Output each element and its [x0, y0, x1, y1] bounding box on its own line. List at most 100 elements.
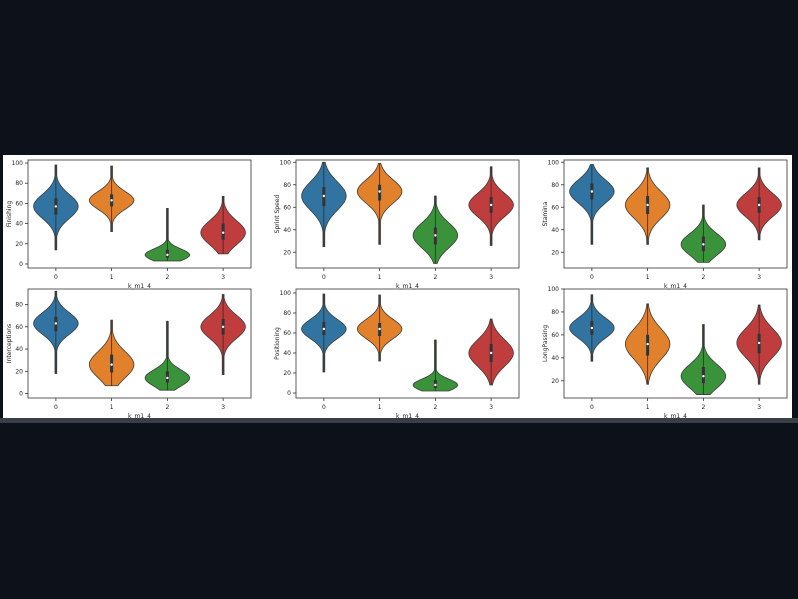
x-tick-label: 1: [646, 404, 650, 411]
y-tick-label: 60: [283, 330, 291, 337]
x-tick-label: 1: [646, 274, 650, 281]
y-axis-label: Positioning: [274, 327, 281, 360]
y-tick-label: 40: [283, 350, 291, 357]
median-marker-cat-2: [702, 243, 705, 246]
x-tick-label: 2: [433, 274, 437, 281]
x-tick-label: 0: [322, 404, 326, 411]
median-marker-cat-0: [590, 326, 594, 330]
y-tick-label: 100: [548, 159, 560, 166]
x-axis-label: k_m1_4: [128, 283, 151, 290]
median-marker-cat-3: [221, 325, 225, 329]
x-tick-label: 3: [221, 404, 225, 411]
x-tick-label: 0: [590, 404, 594, 411]
median-marker-cat-1: [110, 199, 113, 202]
y-tick-label: 60: [15, 200, 23, 207]
x-tick-label: 1: [110, 404, 114, 411]
figure-bottom-border: [0, 418, 798, 423]
y-tick-label: 40: [283, 227, 291, 234]
x-axis-label: k_m1_4: [396, 283, 419, 290]
y-tick-label: 20: [551, 249, 559, 256]
x-tick-label: 2: [165, 274, 169, 281]
y-tick-label: 20: [283, 370, 291, 377]
median-marker-cat-1: [378, 327, 381, 331]
median-marker-cat-0: [590, 190, 594, 193]
x-tick-label: 0: [590, 274, 594, 281]
x-tick-label: 3: [489, 274, 493, 281]
y-tick-label: 40: [551, 355, 559, 362]
median-marker-cat-2: [434, 383, 437, 387]
y-tick-label: 40: [551, 227, 559, 234]
axes-frame: [27, 159, 252, 269]
axes-frame: [27, 288, 252, 399]
median-marker-cat-0: [322, 327, 326, 331]
y-tick-label: 60: [283, 204, 291, 211]
subplot-finishing: 0 20 40 60 80 100 0 1 2 3 k_m1_4 Finishing: [6, 159, 252, 290]
median-marker-cat-1: [110, 363, 113, 366]
y-axis-label: Finishing: [6, 201, 13, 228]
axes-frame: [563, 288, 788, 399]
y-tick-label: 80: [15, 302, 23, 309]
x-tick-label: 1: [378, 274, 382, 281]
median-marker-cat-1: [646, 203, 649, 207]
subplot-longpassing: 20 40 60 80 100 0 1 2 3 k_m1_4 LongPassing: [542, 286, 788, 420]
x-tick-label: 2: [701, 274, 705, 281]
median-marker-cat-0: [54, 322, 58, 325]
subplot-interceptions: 0 20 40 60 80 0 1 2 3 k_m1_4 Interceptions: [6, 288, 252, 420]
x-tick-label: 1: [110, 274, 114, 281]
y-axis-label: LongPassing: [542, 325, 549, 362]
median-marker-cat-2: [434, 234, 437, 237]
x-axis-label: k_m1_4: [128, 413, 151, 418]
y-tick-label: 100: [548, 286, 560, 293]
y-tick-label: 0: [19, 261, 23, 268]
y-tick-label: 60: [551, 204, 559, 211]
axes-frame: [295, 288, 520, 399]
y-tick-label: 60: [551, 332, 559, 339]
x-axis-label: k_m1_4: [664, 413, 687, 418]
y-tick-label: 80: [551, 182, 559, 189]
x-tick-label: 0: [54, 404, 58, 411]
x-tick-label: 0: [54, 274, 58, 281]
median-marker-cat-3: [757, 341, 761, 345]
y-tick-label: 40: [15, 221, 23, 228]
median-marker-cat-1: [378, 190, 381, 193]
x-tick-label: 2: [165, 404, 169, 411]
subplot-positioning: 0 20 40 60 80 100 0 1 2 3 k_m1_4 Positioning: [274, 288, 520, 420]
y-tick-label: 0: [19, 391, 23, 398]
y-tick-label: 80: [283, 310, 291, 317]
y-tick-label: 20: [15, 368, 23, 375]
x-tick-label: 1: [378, 404, 382, 411]
median-marker-cat-0: [54, 205, 58, 208]
figure-canvas: 0 20 40 60 80 100 0 1 2 3 k_m1_4 Finishing 20 40 60 80 1…: [3, 155, 792, 420]
median-marker-cat-3: [489, 351, 493, 355]
axes-frame: [563, 159, 788, 269]
y-tick-label: 80: [283, 182, 291, 189]
median-marker-cat-3: [221, 231, 225, 234]
y-tick-label: 20: [15, 241, 23, 248]
x-tick-label: 2: [701, 404, 705, 411]
y-tick-label: 0: [287, 390, 291, 397]
median-marker-cat-1: [646, 342, 649, 346]
median-marker-cat-3: [489, 203, 493, 207]
y-tick-label: 100: [12, 160, 24, 167]
median-marker-cat-2: [166, 376, 169, 380]
median-marker-cat-2: [702, 375, 705, 378]
y-axis-label: Stamina: [542, 201, 549, 226]
y-tick-label: 80: [551, 309, 559, 316]
x-tick-label: 3: [221, 274, 225, 281]
y-tick-label: 40: [15, 346, 23, 353]
y-tick-label: 100: [280, 159, 292, 166]
subplot-sprint-speed: 20 40 60 80 100 0 1 2 3 k_m1_4 Sprint Speed: [274, 159, 520, 290]
y-tick-label: 100: [280, 290, 292, 297]
y-tick-label: 60: [15, 324, 23, 331]
x-axis-label: k_m1_4: [396, 413, 419, 418]
x-axis-label: k_m1_4: [664, 283, 687, 290]
x-tick-label: 3: [757, 274, 761, 281]
y-tick-label: 80: [15, 180, 23, 187]
y-axis-label: Interceptions: [6, 324, 13, 363]
y-axis-label: Sprint Speed: [274, 194, 281, 233]
median-marker-cat-3: [757, 203, 761, 207]
x-tick-label: 0: [322, 274, 326, 281]
median-marker-cat-0: [322, 194, 326, 198]
x-tick-label: 3: [489, 404, 493, 411]
